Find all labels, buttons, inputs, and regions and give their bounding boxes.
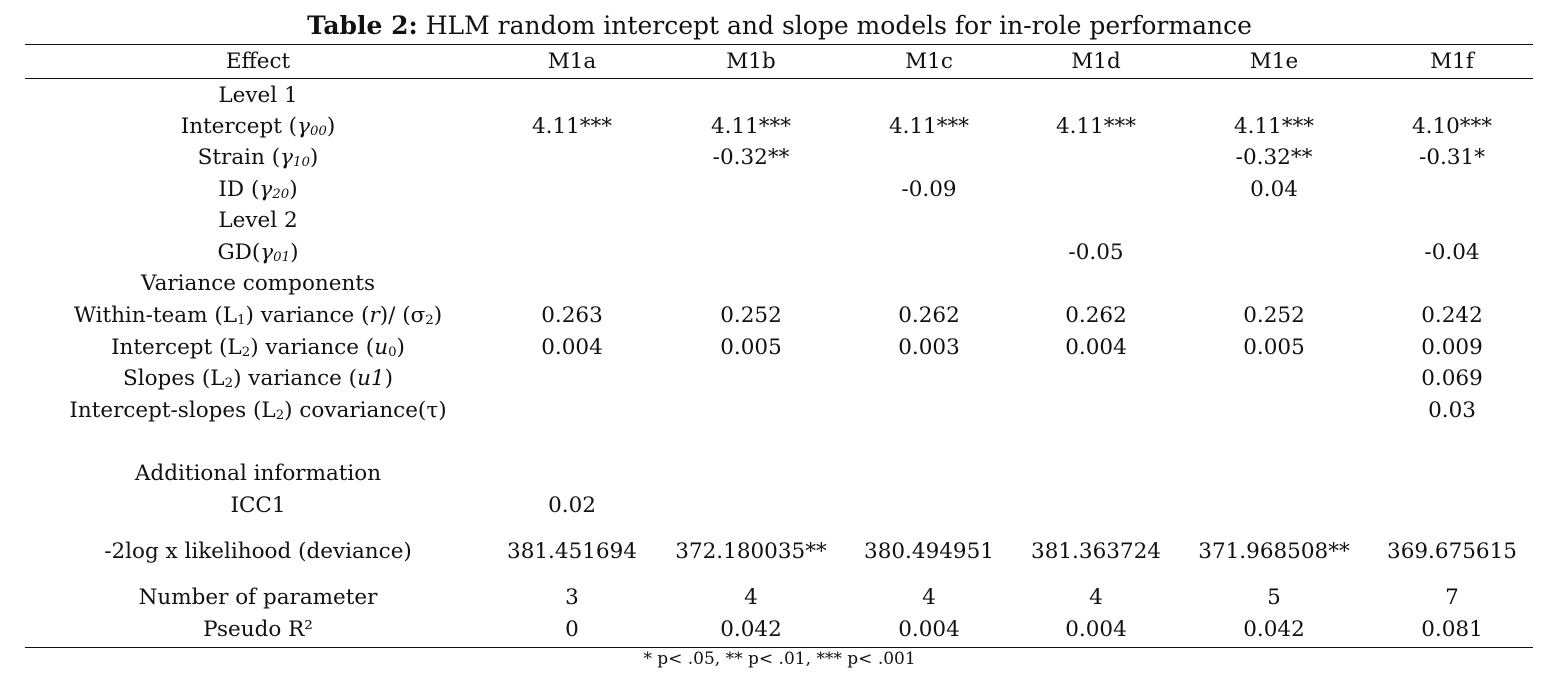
table-cell-m1c: 0.003 [898, 335, 960, 360]
table-cell-m1d: 4 [1089, 585, 1103, 610]
row-effect-label: Slopes (L2) variance (u1) [123, 366, 393, 391]
table-cell-m1f: 0.069 [1421, 366, 1483, 391]
bottom-rule [25, 647, 1533, 648]
table-cell-m1e: -0.32** [1235, 145, 1313, 170]
table-cell-m1e: 371.968508** [1198, 539, 1350, 564]
table-cell-m1d: 4.11*** [1055, 114, 1137, 139]
table-cell-m1a: 0.263 [541, 303, 603, 328]
header-m1c: M1c [905, 49, 953, 74]
table-cell-m1f: 0.009 [1421, 335, 1483, 360]
table-cell-m1c: 0.004 [898, 617, 960, 642]
table-cell-m1f: -0.31* [1419, 145, 1485, 170]
header-m1f: M1f [1430, 49, 1474, 74]
table-cell-m1b: 0.042 [720, 617, 782, 642]
table-cell-m1e: 0.252 [1243, 303, 1305, 328]
table-number: Table 2: [307, 11, 418, 40]
header-m1b: M1b [726, 49, 776, 74]
table-cell-m1e: 0.005 [1243, 335, 1305, 360]
table-cell-m1b: 0.005 [720, 335, 782, 360]
table-cell-m1e: 4.11*** [1233, 114, 1315, 139]
row-effect-label: GD(γ01) [217, 240, 299, 265]
row-effect-label: Level 1 [218, 83, 298, 108]
top-rule [25, 44, 1533, 45]
table-cell-m1c: 0.262 [898, 303, 960, 328]
table-cell-m1f: 0.081 [1421, 617, 1483, 642]
table-caption: HLM random intercept and slope models fo… [425, 11, 1252, 40]
table-cell-m1b: 4.11*** [710, 114, 792, 139]
table-cell-m1e: 0.04 [1250, 177, 1298, 202]
header-m1a: M1a [547, 49, 597, 74]
table-cell-m1b: 0.252 [720, 303, 782, 328]
row-effect-label: Level 2 [218, 208, 298, 233]
table-cell-m1c: 4.11*** [888, 114, 970, 139]
row-effect-label: Additional information [134, 461, 382, 486]
table-cell-m1d: -0.05 [1068, 240, 1124, 265]
row-effect-label: Strain (γ10) [197, 145, 319, 170]
table-cell-m1c: 380.494951 [864, 539, 994, 564]
table-cell-m1f: 369.675615 [1387, 539, 1517, 564]
table-cell-m1d: 0.004 [1065, 617, 1127, 642]
table-cell-m1a: 0.004 [541, 335, 603, 360]
table-cell-m1f: 7 [1445, 585, 1459, 610]
header-effect: Effect [225, 49, 291, 74]
table-cell-m1e: 0.042 [1243, 617, 1305, 642]
row-effect-label: Variance components [141, 271, 375, 296]
row-effect-label: Pseudo R² [203, 617, 313, 642]
row-effect-label: Intercept (γ00) [180, 114, 336, 139]
table-cell-m1f: -0.04 [1424, 240, 1480, 265]
row-effect-label: Within-team (L1) variance (r)/ (σ2) [73, 303, 443, 328]
row-effect-label: -2log x likelihood (deviance) [104, 539, 412, 564]
row-effect-label: Number of parameter [138, 585, 378, 610]
table-cell-m1f: 0.242 [1421, 303, 1483, 328]
header-m1d: M1d [1071, 49, 1121, 74]
row-effect-label: ICC1 [230, 493, 286, 518]
header-m1e: M1e [1249, 49, 1299, 74]
table-cell-m1c: -0.09 [901, 177, 957, 202]
table-cell-m1d: 381.363724 [1031, 539, 1161, 564]
significance-footnote: * p< .05, ** p< .01, *** p< .001 [643, 649, 916, 669]
table-cell-m1a: 0.02 [548, 493, 596, 518]
table-cell-m1d: 0.262 [1065, 303, 1127, 328]
row-effect-label: ID (γ20) [218, 177, 298, 202]
table-cell-m1b: -0.32** [712, 145, 790, 170]
table-cell-m1b: 372.180035** [675, 539, 827, 564]
table-cell-m1a: 4.11*** [531, 114, 613, 139]
row-effect-label: Intercept (L2) variance (u0) [111, 335, 405, 360]
table-cell-m1f: 0.03 [1428, 398, 1476, 423]
table-cell-m1a: 3 [565, 585, 579, 610]
table-cell-m1a: 0 [565, 617, 579, 642]
table-cell-m1a: 381.451694 [507, 539, 637, 564]
table-cell-m1d: 0.004 [1065, 335, 1127, 360]
header-rule [25, 78, 1533, 79]
table-title: Table 2: HLM random intercept and slope … [0, 10, 1559, 42]
table-cell-m1b: 4 [744, 585, 758, 610]
table-cell-m1c: 4 [922, 585, 936, 610]
table-cell-m1f: 4.10*** [1411, 114, 1493, 139]
table-cell-m1e: 5 [1267, 585, 1281, 610]
row-effect-label: Intercept-slopes (L2) covariance(τ) [69, 398, 447, 423]
